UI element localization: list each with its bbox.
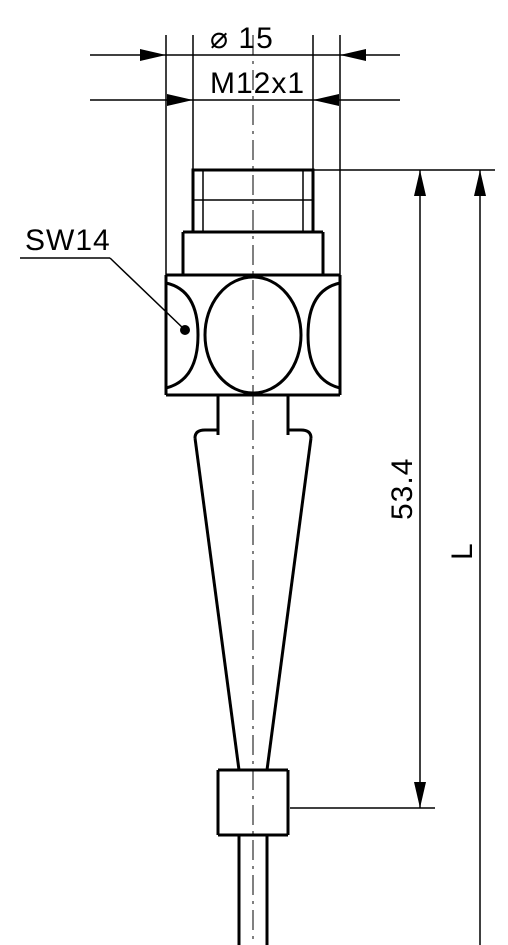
taper-left (195, 438, 239, 770)
arrow-m12-left (167, 94, 193, 106)
arrow-15-left (140, 49, 166, 61)
taper-shoulder-left (195, 430, 218, 438)
dim-text-thread: M12x1 (210, 67, 305, 100)
nut-arc-right (308, 283, 340, 388)
label-sw14: SW14 (25, 224, 111, 257)
dim-text-diameter: ⌀ 15 (210, 22, 274, 55)
dim-text-53: 53.4 (386, 458, 419, 520)
taper-shoulder-right (288, 430, 311, 438)
arrow-15-right (340, 49, 366, 61)
sw14-dot (180, 325, 190, 335)
dim-text-L: L (446, 542, 479, 560)
technical-drawing: ⌀ 15 M12x1 5 (0, 0, 508, 945)
arrow-53-bot (414, 782, 426, 808)
arrow-53-top (414, 170, 426, 196)
arrow-L-top (474, 170, 486, 196)
sw14-leader (110, 258, 185, 330)
arrow-m12-right (313, 94, 339, 106)
taper-right (267, 438, 311, 770)
nut-arc-left (166, 283, 198, 388)
